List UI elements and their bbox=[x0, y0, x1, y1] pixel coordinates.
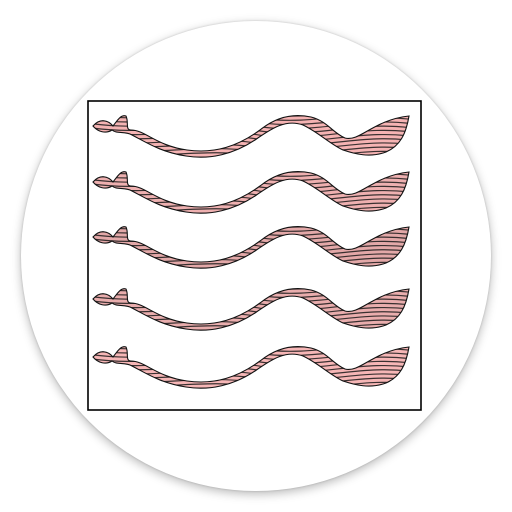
ribbon-outline bbox=[92, 225, 410, 269]
ribbon-outline bbox=[92, 287, 410, 331]
ribbon-outline bbox=[92, 345, 410, 389]
ribbon-outline bbox=[92, 114, 410, 158]
ribbon-outline bbox=[92, 170, 410, 214]
